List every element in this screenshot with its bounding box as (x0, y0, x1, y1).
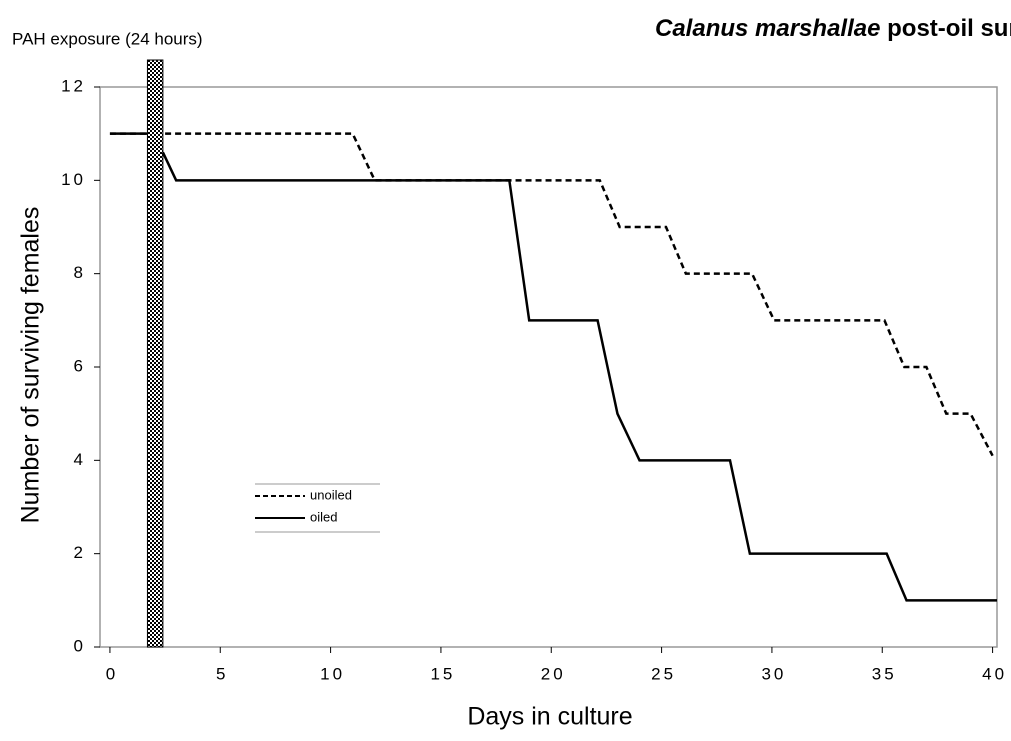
x-tick-label: 5 (216, 664, 228, 683)
x-tick-label: 40 (982, 664, 1007, 683)
series-line (109, 132, 994, 457)
y-tick-label: 12 (61, 76, 86, 95)
x-tick-label: 25 (651, 664, 676, 683)
exposure-band (146, 59, 164, 648)
chart-title: Calanus marshallae post-oil survival (655, 15, 1011, 42)
y-tick-label: 10 (61, 170, 86, 189)
title-species: Calanus marshallae (655, 15, 880, 42)
legend-label: oiled (310, 509, 337, 524)
y-axis-label: Number of surviving females (17, 207, 45, 524)
title-text: post-oil survival (887, 15, 1011, 42)
x-tick-label: 10 (320, 664, 345, 683)
plot-frame (99, 86, 998, 648)
annotation: PAH exposure (24 hours) (12, 29, 203, 48)
x-axis-label: Days in culture (467, 703, 632, 731)
x-tick-label: 30 (761, 664, 786, 683)
x-tick-label: 0 (106, 664, 118, 683)
x-tick-label: 20 (541, 664, 566, 683)
x-tick-label: 15 (430, 664, 455, 683)
y-tick-label: 6 (74, 356, 86, 375)
y-tick-label: 4 (74, 450, 86, 469)
legend-label: unoiled (310, 487, 352, 502)
y-tick-label: 8 (74, 263, 86, 282)
y-tick-label: 2 (74, 543, 86, 562)
y-tick-label: 0 (74, 636, 86, 655)
x-tick-label: 35 (872, 664, 897, 683)
series-line (109, 132, 997, 602)
